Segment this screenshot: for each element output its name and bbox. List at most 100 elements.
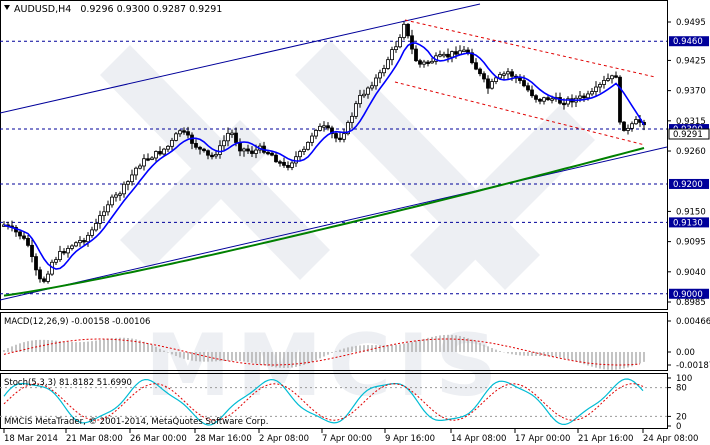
macd-panel[interactable]	[3, 334, 645, 370]
candle-body	[118, 193, 122, 196]
level-badge	[669, 178, 709, 189]
candle-body	[578, 95, 582, 99]
price-tick-label: 0.9425	[676, 56, 706, 66]
time-tick-label: 14 Apr 08:00	[451, 434, 506, 444]
stoch-tick-label: 80	[676, 384, 687, 394]
candle-body	[310, 135, 314, 143]
candle-body	[474, 62, 478, 70]
time-tick-label: 24 Apr 08:00	[643, 434, 698, 444]
current-price-label: 0.9291	[673, 130, 703, 140]
candle-body	[74, 242, 78, 247]
candle-body	[438, 54, 442, 57]
candle-body	[538, 98, 542, 102]
candle-body	[482, 73, 486, 80]
candle-body	[562, 102, 566, 106]
macd-signal-line	[3, 338, 641, 366]
time-tick-label: 26 Mar 00:00	[130, 434, 187, 444]
candle-body	[138, 165, 142, 169]
candle-body	[598, 84, 602, 88]
price-panel[interactable]	[0, 3, 668, 301]
candle-body	[394, 46, 398, 50]
candle-body	[350, 115, 354, 123]
candle-body	[150, 157, 154, 160]
price-tick-label: 0.9315	[676, 117, 706, 127]
time-tick-label: 7 Apr 00:00	[322, 434, 372, 444]
candle-body	[606, 78, 610, 81]
candle-body	[610, 75, 614, 80]
candle-body	[46, 273, 50, 282]
stoch-tick-label: 0	[676, 422, 681, 432]
copyright-text: MMCIS MetaTrader, © 2001-2014, MetaQuote…	[4, 417, 268, 427]
time-tick-label: 9 Apr 16:00	[385, 434, 435, 444]
candle-body	[318, 125, 322, 131]
candle-body	[62, 251, 66, 254]
stoch-title: Stoch(5,3,3) 81.8182 51.6990	[4, 378, 132, 388]
price-tick-label: 0.9040	[676, 268, 706, 278]
candle-body	[618, 76, 622, 123]
candle-body	[278, 161, 282, 164]
candle-body	[70, 245, 74, 249]
candle-body	[230, 132, 234, 135]
candle-body	[518, 77, 522, 81]
candle-body	[154, 151, 158, 159]
candle-body	[198, 146, 202, 150]
candle-body	[26, 238, 30, 246]
stoch-panel[interactable]	[0, 378, 667, 426]
moving-averages	[3, 42, 645, 297]
trend-channel	[0, 3, 668, 301]
candle-body	[82, 240, 86, 243]
candle-body	[282, 161, 286, 166]
price-tick-label: 0.8985	[676, 298, 706, 308]
candle-body	[362, 93, 366, 97]
candle-body	[626, 127, 630, 131]
candle-body	[42, 278, 46, 282]
candle-body	[634, 119, 638, 125]
stoch-signal-line	[3, 383, 644, 421]
candlesticks	[2, 21, 646, 284]
candle-body	[590, 91, 594, 95]
candle-body	[326, 125, 330, 129]
candle-body	[210, 154, 214, 158]
current-price-badge	[668, 128, 710, 140]
level-label: 0.9200	[673, 180, 703, 190]
candle-body	[430, 60, 434, 64]
candle-body	[146, 158, 150, 161]
symbol-timeframe: AUDUSD,H4	[14, 4, 71, 15]
candle-body	[78, 240, 82, 244]
candle-body	[126, 181, 130, 185]
candle-body	[274, 154, 278, 163]
level-label: 0.9130	[673, 218, 703, 228]
candle-body	[226, 132, 230, 142]
candle-body	[86, 234, 90, 243]
watermark-text: MMCIS	[145, 316, 503, 416]
candle-body	[390, 49, 394, 61]
candle-body	[142, 158, 146, 167]
candle-body	[406, 23, 410, 37]
candle-body	[306, 141, 310, 150]
candle-body	[246, 148, 250, 152]
candle-body	[622, 121, 626, 131]
candle-body	[386, 59, 390, 69]
candle-body	[426, 61, 430, 64]
candle-body	[494, 77, 498, 82]
level-badge	[669, 288, 709, 299]
candle-body	[614, 75, 618, 78]
down-channel-lower	[394, 81, 646, 146]
candle-body	[486, 78, 490, 89]
candle-body	[530, 89, 534, 97]
level-label: 0.9000	[673, 290, 703, 300]
candle-body	[114, 194, 118, 198]
macd-tick-label: 0.00466	[676, 317, 710, 327]
candle-body	[174, 133, 178, 141]
candle-body	[194, 143, 198, 148]
price-tick-label: 0.9150	[676, 207, 706, 217]
candle-body	[450, 51, 454, 58]
candle-body	[206, 150, 210, 156]
candle-body	[418, 60, 422, 65]
candle-body	[402, 23, 406, 38]
time-tick-label: 18 Mar 2014	[4, 434, 58, 444]
candle-body	[374, 77, 378, 87]
candle-body	[186, 131, 190, 136]
time-tick-label: 21 Mar 08:00	[66, 434, 123, 444]
